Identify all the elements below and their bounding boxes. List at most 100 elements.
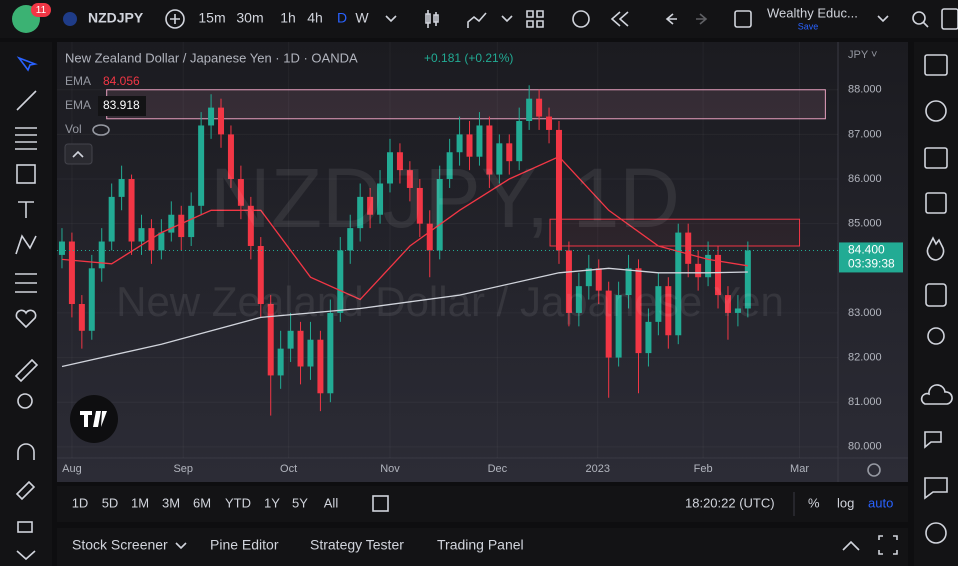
layout-select[interactable] — [734, 10, 752, 28]
candle-body — [585, 268, 592, 287]
timeframe[interactable]: 4h — [307, 10, 323, 26]
indicators[interactable] — [467, 12, 487, 28]
panel-fullscreen[interactable] — [878, 535, 898, 555]
candle-body — [307, 339, 314, 367]
timeframe-menu[interactable] — [385, 15, 397, 23]
chart-pane — [57, 42, 908, 482]
log-toggle[interactable]: log — [837, 495, 854, 510]
search[interactable] — [912, 11, 926, 25]
undo[interactable] — [665, 13, 677, 25]
range-button[interactable]: All — [324, 495, 339, 510]
x-tick-label: Sep — [173, 463, 193, 475]
range-button[interactable]: 5Y — [292, 495, 308, 510]
maximize-panel[interactable] — [842, 540, 860, 551]
candle-body — [208, 107, 215, 126]
chart-type[interactable] — [425, 10, 439, 28]
fib-tool[interactable] — [15, 127, 37, 150]
range-button[interactable]: 3M — [162, 495, 180, 510]
candle-body — [178, 214, 185, 238]
range-button[interactable]: 1D — [72, 495, 89, 510]
range-button[interactable]: YTD — [225, 495, 251, 510]
candle-body — [625, 268, 632, 296]
replay[interactable] — [610, 11, 629, 27]
indicators-menu[interactable] — [501, 15, 513, 23]
news[interactable] — [924, 147, 948, 169]
candle-body — [436, 179, 443, 251]
timeframe[interactable]: W — [355, 10, 369, 26]
bottom-tab[interactable]: Stock Screener — [72, 537, 168, 553]
candle-body — [357, 196, 364, 229]
candle-body — [416, 187, 423, 224]
volume-hidden[interactable] — [92, 124, 110, 136]
shape-tool[interactable] — [16, 164, 36, 184]
messages[interactable] — [924, 477, 948, 500]
hotlists[interactable] — [926, 236, 945, 261]
collapse-arrow — [72, 150, 84, 158]
trend-line-tool[interactable] — [16, 90, 37, 111]
magnet-tool[interactable] — [17, 443, 35, 460]
candle-body — [715, 254, 722, 296]
ideas[interactable] — [927, 327, 945, 345]
currency[interactable]: JPY ˅ — [848, 49, 877, 61]
timeframe[interactable]: D — [337, 10, 347, 26]
candle-body — [317, 339, 324, 394]
layout-name[interactable]: Wealthy Educ... — [767, 5, 858, 20]
candle-body — [267, 304, 274, 376]
y-tick-label: 86.000 — [848, 173, 882, 185]
percent-toggle[interactable]: % — [808, 495, 820, 510]
candle-body — [506, 143, 513, 162]
favorites-tool[interactable] — [15, 309, 37, 329]
last-price-label: 84.400 — [848, 243, 885, 257]
add-symbol[interactable] — [165, 9, 185, 29]
bottom-tab[interactable]: Trading Panel — [437, 537, 524, 553]
drawing-mode[interactable] — [15, 480, 36, 501]
chats[interactable] — [924, 431, 942, 449]
fullscreen[interactable] — [941, 8, 958, 30]
layouts[interactable] — [526, 10, 544, 28]
layout-menu[interactable] — [877, 15, 889, 23]
timeframe[interactable]: 15m — [198, 10, 225, 26]
prediction-tool[interactable] — [15, 273, 37, 293]
add-symbol-plus — [170, 14, 180, 24]
alerts-panel[interactable] — [925, 100, 947, 122]
symbol[interactable]: NZDJPY — [88, 10, 144, 26]
alert[interactable] — [572, 10, 590, 28]
help[interactable] — [925, 522, 947, 544]
streams[interactable] — [920, 384, 953, 405]
candle-body — [247, 205, 254, 246]
candle-body — [347, 228, 354, 251]
candle-body — [675, 232, 682, 336]
collapse-legend[interactable] — [64, 143, 93, 165]
timeframe[interactable]: 1h — [280, 10, 296, 26]
candle-body — [78, 304, 85, 331]
flag — [63, 12, 77, 26]
hide-tool[interactable] — [16, 550, 36, 561]
lock-tool[interactable] — [17, 521, 33, 533]
timeframe[interactable]: 30m — [236, 10, 263, 26]
redo[interactable] — [696, 13, 708, 25]
range-button[interactable]: 6M — [193, 495, 211, 510]
candle-body — [367, 196, 374, 215]
bottom-tab[interactable]: Strategy Tester — [310, 537, 404, 553]
cursor-tool[interactable] — [16, 56, 38, 72]
pattern-tool[interactable] — [15, 234, 37, 255]
range-button[interactable]: 1Y — [264, 495, 280, 510]
candle-body — [396, 152, 403, 171]
zoom-tool[interactable] — [17, 393, 33, 409]
object-tree[interactable] — [925, 192, 947, 214]
range-button[interactable]: 1M — [131, 495, 149, 510]
measure-tool[interactable] — [14, 358, 39, 383]
text-tool[interactable] — [18, 201, 34, 218]
save[interactable]: Save — [798, 21, 819, 31]
date-range[interactable] — [372, 495, 389, 512]
bottom-tab[interactable]: Pine Editor — [210, 537, 279, 553]
axis-settings[interactable] — [867, 463, 881, 477]
screener-menu[interactable] — [175, 542, 187, 550]
auto-toggle[interactable]: auto — [868, 495, 893, 510]
calendar[interactable] — [925, 283, 947, 307]
last-price-tag — [839, 242, 903, 273]
watchlist[interactable] — [924, 54, 948, 76]
ema-line — [61, 267, 748, 368]
range-button[interactable]: 5D — [102, 495, 119, 510]
candle-body — [695, 263, 702, 278]
